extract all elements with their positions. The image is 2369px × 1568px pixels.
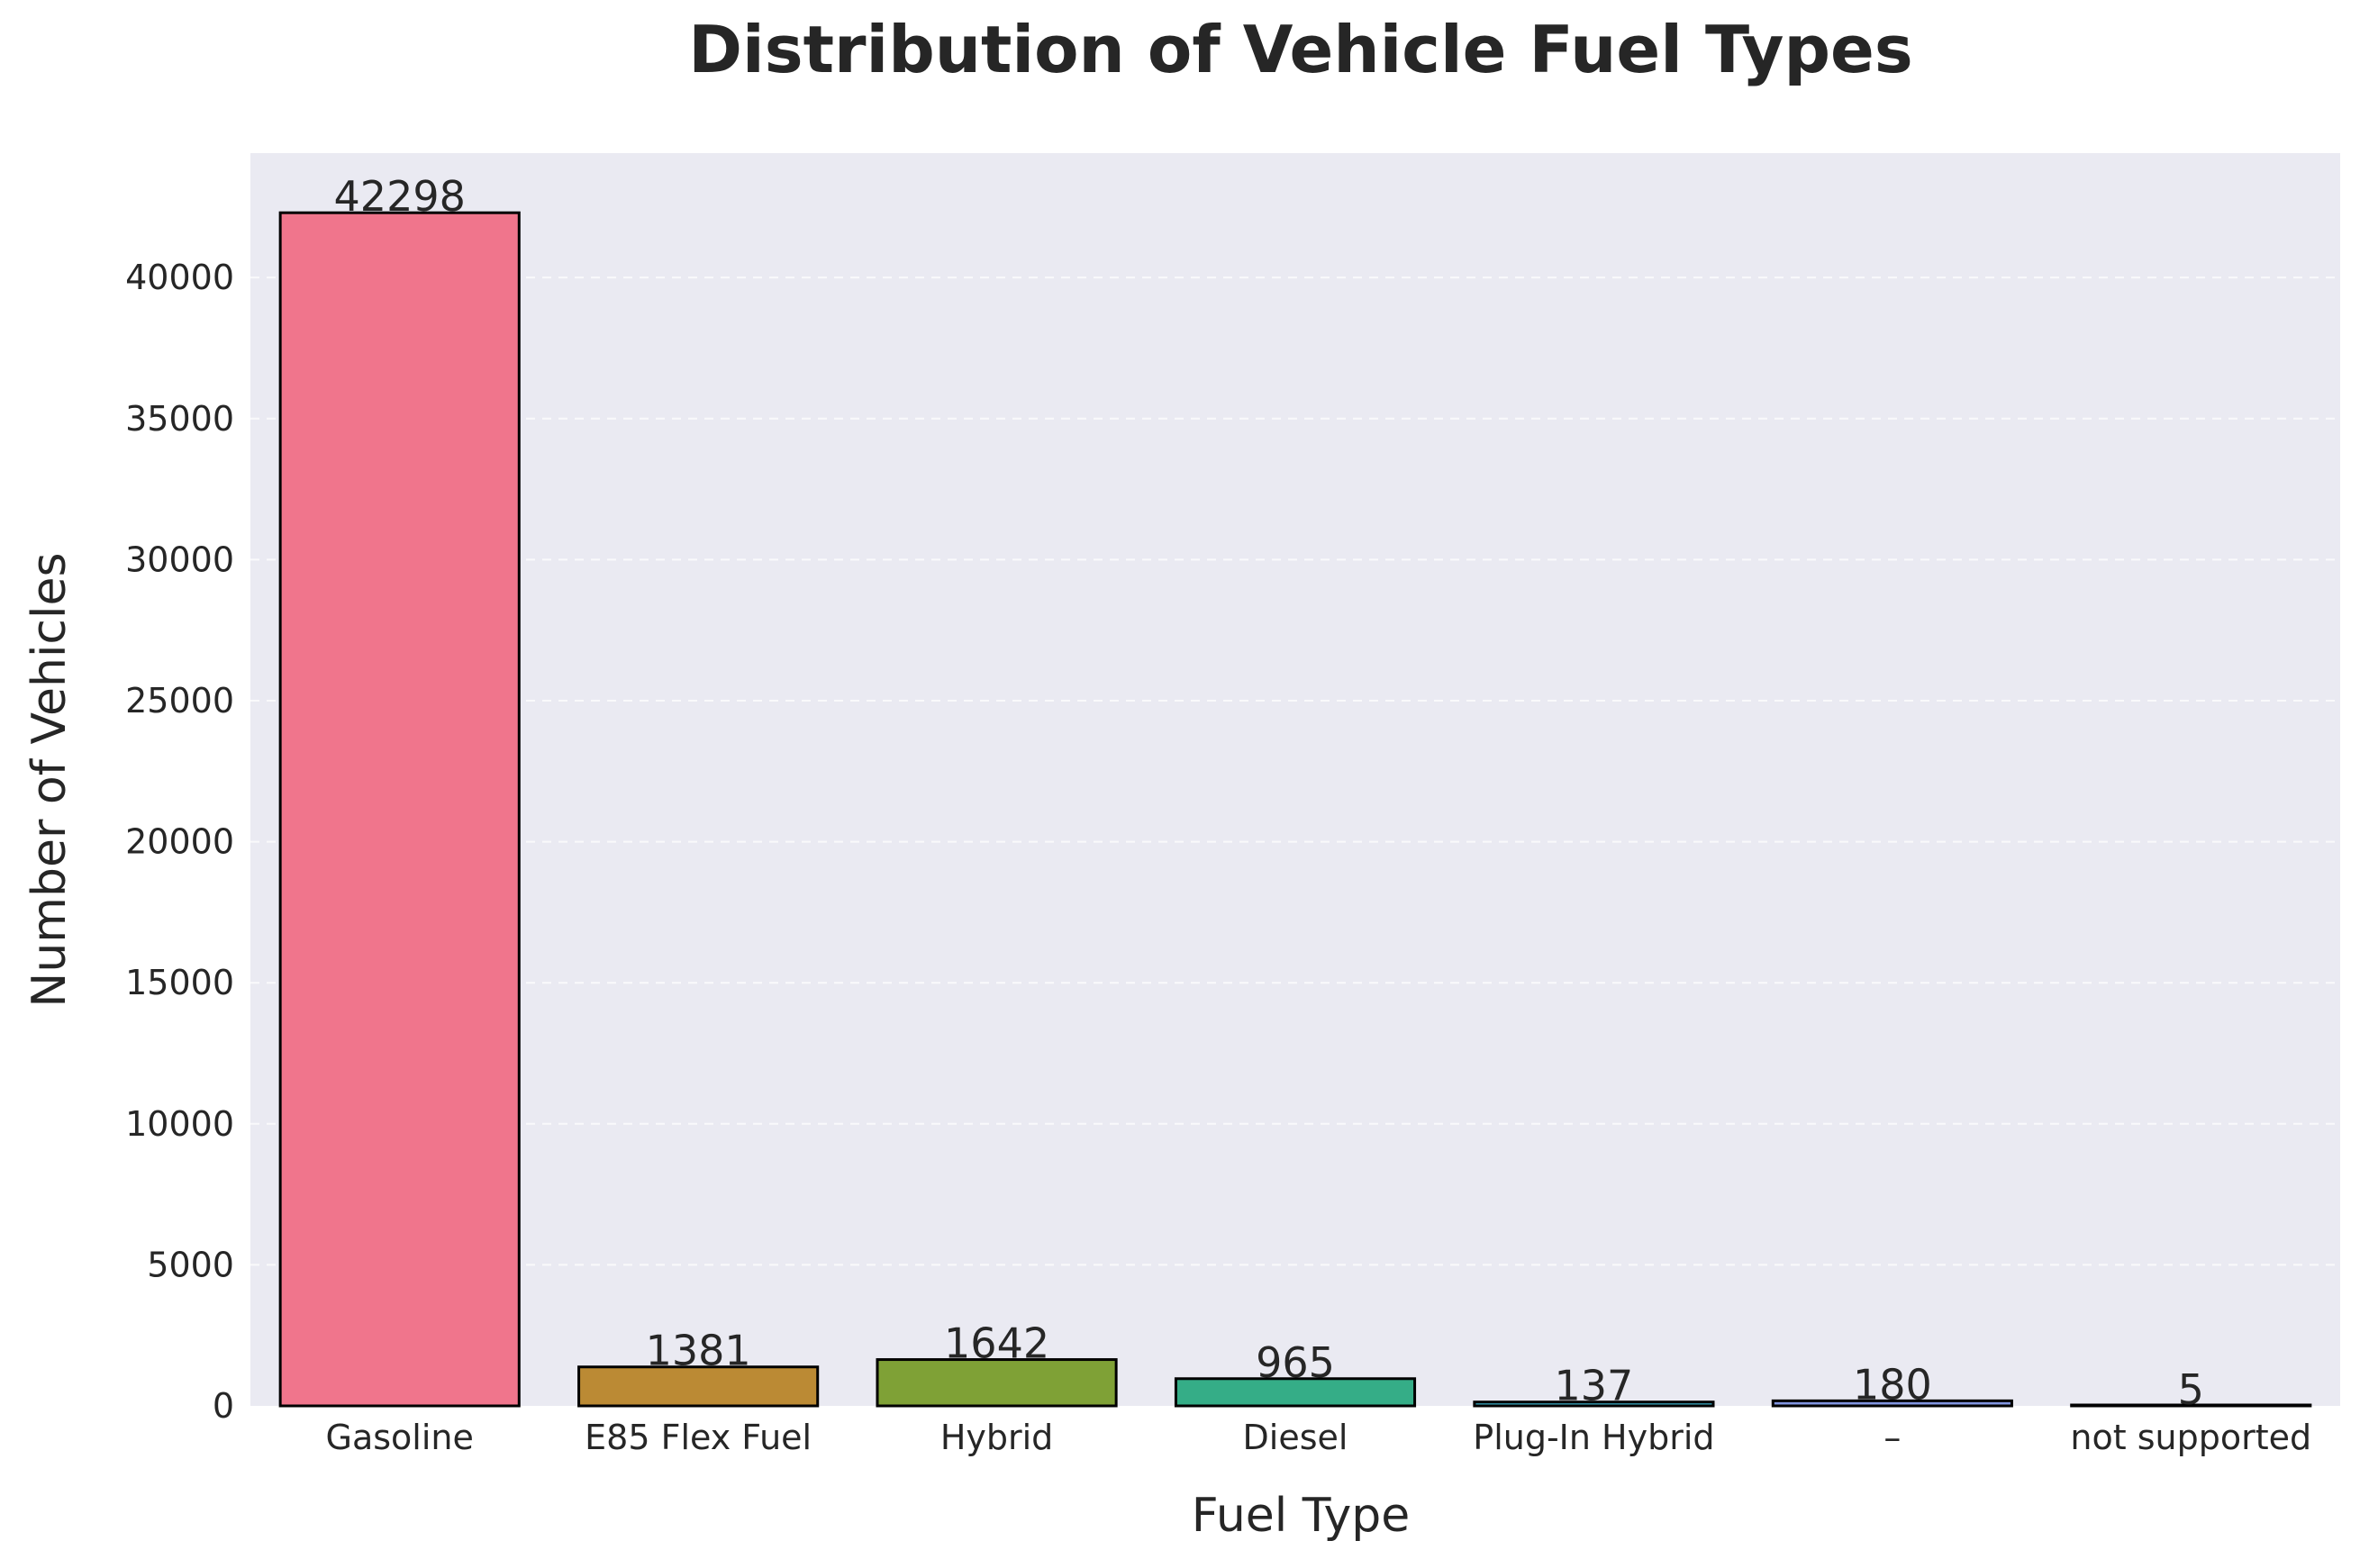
y-tick-label: 30000 [125, 539, 234, 579]
x-tick-label: Gasoline [326, 1418, 474, 1457]
x-tick-label: Plug-In Hybrid [1473, 1418, 1714, 1457]
bar-plug-in-hybrid [1473, 1400, 1715, 1408]
bar-value-label: 137 [1555, 1362, 1634, 1410]
y-tick-label: 25000 [125, 681, 234, 721]
bar-value-label: 1381 [646, 1327, 751, 1375]
y-axis-label: Number of Vehicles [23, 552, 77, 1007]
bar- [1771, 1399, 2013, 1408]
gridlines [250, 276, 2340, 1266]
bar-not-supported [2070, 1403, 2312, 1408]
bar-diesel [1174, 1377, 1417, 1408]
bars [278, 211, 2312, 1408]
y-tick-label: 35000 [125, 399, 234, 439]
x-tick-label: Hybrid [940, 1418, 1054, 1457]
bar-value-label: 1642 [944, 1319, 1049, 1368]
y-tick-label: 5000 [147, 1245, 234, 1284]
bar-hybrid [876, 1358, 1118, 1408]
x-axis-ticks: Gasoline E85 Flex Fuel Hybrid Diesel Plug-In… [326, 1418, 2312, 1457]
bar-value-label: 965 [1256, 1338, 1335, 1387]
y-tick-label: 10000 [125, 1104, 234, 1144]
y-tick-label: 20000 [125, 822, 234, 862]
y-axis-ticks: 0 5000 10000 15000 20000 25000 30000 35000 40000 [125, 258, 234, 1426]
bar-gasoline [278, 211, 521, 1408]
x-tick-label: not supported [2070, 1418, 2311, 1457]
y-tick-label: 40000 [125, 258, 234, 297]
x-tick-label: Diesel [1243, 1418, 1348, 1457]
chart-title: Distribution of Vehicle Fuel Types [688, 12, 1912, 87]
y-tick-label: 0 [213, 1386, 234, 1426]
x-axis-label: Fuel Type [1192, 1489, 1410, 1543]
y-tick-label: 15000 [125, 963, 234, 1002]
x-tick-label: – [1883, 1418, 1901, 1457]
bar-value-label: 42298 [334, 172, 466, 221]
bar-value-label: 180 [1853, 1360, 1932, 1409]
x-tick-label: E85 Flex Fuel [585, 1418, 812, 1457]
plot-background [250, 153, 2340, 1406]
bar-e85-flex-fuel [577, 1365, 820, 1408]
bar-value-label: 5 [2178, 1365, 2204, 1414]
data-labels: 42298 1381 1642 965 137 180 5 [334, 172, 2204, 1414]
